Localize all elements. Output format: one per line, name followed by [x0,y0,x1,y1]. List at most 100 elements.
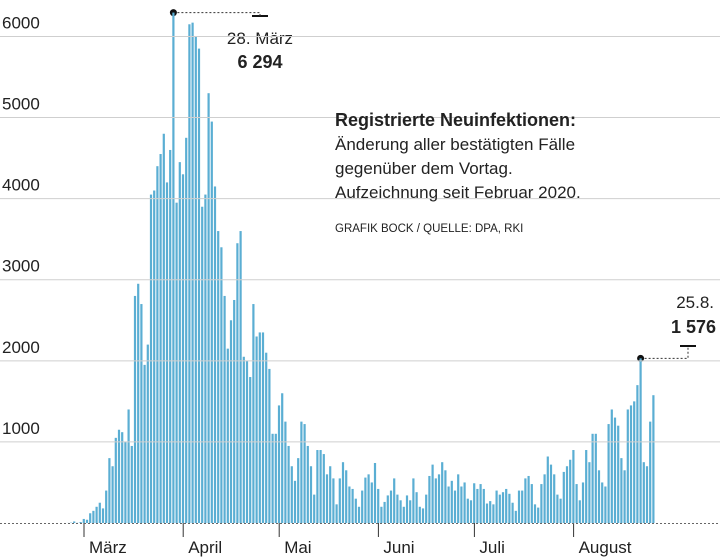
bar [466,498,469,523]
bar [341,462,345,523]
bar [332,478,335,523]
bar [252,304,255,523]
bar [322,454,325,523]
annotation-leader [173,12,261,16]
bar [498,494,501,523]
bar [505,488,508,523]
bar [389,490,393,523]
bar [309,466,313,523]
bar [159,154,162,523]
bar [73,521,76,523]
bar [335,504,338,523]
bar [297,458,300,523]
bar [210,121,213,523]
bar [377,488,380,523]
bar [473,483,476,523]
bar [191,22,194,524]
bar [281,393,284,523]
bar [204,194,207,523]
bar [268,368,271,523]
bar [357,506,361,523]
bar [508,493,511,523]
bar [642,462,645,523]
bar [399,500,402,523]
bar [146,344,149,523]
bar [172,12,175,523]
bar [313,494,316,523]
bar [105,490,108,523]
bar [383,501,386,523]
bar [636,385,639,523]
bar [428,475,431,523]
bar [181,174,185,523]
bar [386,495,389,523]
bar [165,182,169,523]
bar [274,433,277,523]
bar [626,409,629,523]
bar [575,484,578,523]
bar [460,486,463,523]
bar [143,364,146,523]
bar [284,421,287,523]
bar [482,488,485,523]
y-tick-label: 5000 [2,95,40,114]
bar [476,488,479,523]
bar [213,186,217,523]
bar [594,433,597,523]
bar [319,450,322,523]
bar [92,510,95,523]
bar [549,464,553,523]
bar [223,295,226,523]
bar [178,162,181,523]
bar [405,495,409,523]
bar [303,424,306,523]
bar [140,304,143,523]
bar [226,348,229,523]
bar [601,482,604,523]
bar [421,508,425,523]
bar [521,490,524,523]
bar [287,445,290,523]
bar [265,352,268,523]
bar [236,243,239,523]
bar [553,474,556,523]
bar [271,433,274,523]
bar [453,490,457,523]
bar [607,424,610,523]
bar [457,474,460,523]
bar [489,501,492,523]
bar [559,498,562,523]
bar [162,133,165,523]
bar [444,470,447,523]
bar [620,458,623,523]
bar [402,506,405,523]
annotation-date: 28. März [227,29,293,48]
bar [588,462,591,523]
bar [393,478,396,523]
bar [543,474,546,523]
bar [380,506,383,523]
bar [581,482,585,523]
bar [130,445,133,523]
bar [527,475,530,523]
bar [293,480,297,523]
bar [556,494,559,523]
value-label: 6 294 [237,52,282,72]
bar [239,231,242,523]
bar [610,409,613,523]
bar [367,474,370,523]
bar [306,445,309,523]
bar [261,332,265,523]
bar [111,466,114,523]
bar [617,425,620,523]
bar [412,478,415,523]
bar [530,484,533,523]
bar [373,462,377,523]
bar [85,519,89,523]
bar [101,508,105,523]
annotation-date: 25.8. [676,293,714,312]
bar [175,202,178,523]
bar [300,421,303,523]
bar [82,518,85,523]
bar [645,466,649,523]
